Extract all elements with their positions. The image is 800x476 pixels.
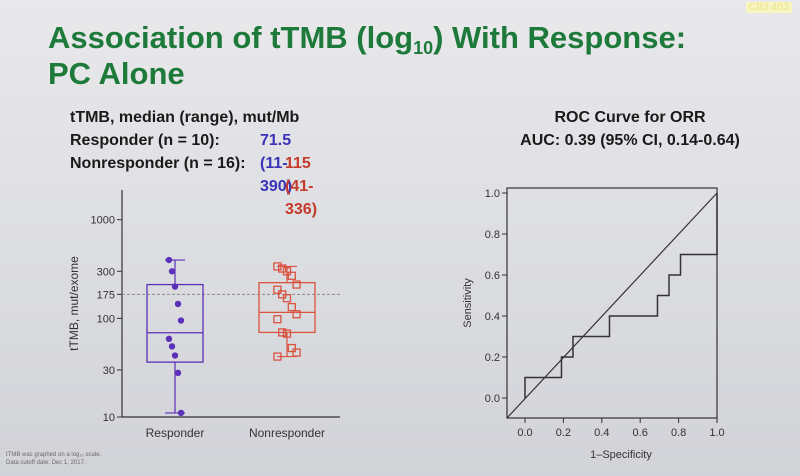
x-tick-label: 0.6 [633,427,648,439]
box [146,283,204,363]
footnote: tTMB was graphed on a log₁₀ scale. Data … [6,451,101,467]
title-part-2: ) With Response: [433,20,687,55]
nonresponder-value: 115 (41-336) [285,155,318,218]
data-point [292,310,301,319]
stats-responder-row: Responder (n = 10): 71.5 (11-390) [70,129,299,195]
roc-header: ROC Curve for ORR AUC: 0.39 (95% CI, 0.1… [480,106,780,152]
y-tick-label: 0.4 [485,311,500,323]
responder-value: 71.5 (11-390) [260,132,293,195]
y-tick-label: 0.0 [485,393,500,405]
slide-title: Association of tTMB (log10) With Respons… [48,20,768,92]
data-point [177,317,185,324]
y-tick-label: 10 [103,412,115,424]
x-tick-label: 0.2 [556,427,571,439]
data-point [165,256,173,264]
y-tick-label: 30 [103,365,115,377]
data-point [273,352,282,361]
data-point [278,328,287,337]
data-point [177,409,185,417]
box [258,282,316,334]
data-point [165,335,173,343]
data-point [168,268,176,275]
y-tick-label: 0.2 [485,352,500,364]
data-point [292,348,301,357]
data-point [174,369,182,377]
roc-curve [524,193,718,398]
data-point [174,300,182,308]
roc-chart: 0.0 0.2 0.4 0.6 0.8 1.0 0.0 0.2 0.4 0.6 0.8 1.0 Sens… [462,187,725,461]
y-axis-label: Sensitivity [462,278,474,328]
data-point [273,285,282,294]
y-tick-label: 1000 [91,215,115,227]
data-point [171,352,179,359]
footnote-line-2: Data cutoff date: Dec 1, 2017. [6,460,86,466]
x-tick-label: 0.4 [594,427,609,439]
data-point [282,294,292,303]
data-point [292,280,301,289]
plot-frame [506,187,718,419]
roc-title: ROC Curve for ORR [554,109,706,126]
x-tick-label: 1.0 [709,427,724,439]
data-point [168,343,176,350]
y-axis-label: tTMB, mut/exome [67,256,81,351]
y-tick-label: 0.8 [485,229,500,241]
x-axis-label: 1–Specificity [590,449,652,461]
y-tick-label: 100 [97,313,115,325]
y-tick-label: 300 [97,266,115,278]
y-tick-label: 0.6 [485,270,500,282]
title-part-1: Association of tTMB (log [48,20,414,55]
roc-auc: AUC: 0.39 (95% CI, 0.14-0.64) [520,132,740,149]
footnote-line-1: tTMB was graphed on a log₁₀ scale. [6,452,102,458]
data-point [282,329,292,338]
box-dot-chart: 10 30 100 175 300 1000 tTMB, mut/exome Responde… [67,190,340,440]
data-point [287,271,296,280]
x-tick-label: 0.0 [517,427,532,439]
title-subscript: 10 [413,38,434,58]
data-point [287,302,296,312]
title-line-2: PC Alone [48,56,185,91]
y-tick-label: 1.0 [485,188,500,200]
stats-heading: tTMB, median (range), mut/Mb [70,109,300,126]
x-category-label: Responder [146,426,205,440]
x-tick-label: 0.8 [671,427,686,439]
data-point [282,267,292,276]
chance-diagonal [506,192,718,419]
x-category-label: Nonresponder [249,426,325,440]
corner-tag: CB3 4B3 [745,2,792,13]
y-tick-label: 175 [97,289,115,301]
data-point [273,262,282,271]
responder-label: Responder (n = 10): [70,132,220,149]
data-point [273,315,282,324]
stats-block: tTMB, median (range), mut/Mb Responder (… [70,106,317,218]
data-point [287,343,296,353]
data-point [171,283,179,290]
nonresponder-label: Nonresponder (n = 16): [70,155,246,172]
stats-nonresponder-row: Nonresponder (n = 16): 115 (41-336) [70,152,317,218]
data-point [278,264,287,273]
